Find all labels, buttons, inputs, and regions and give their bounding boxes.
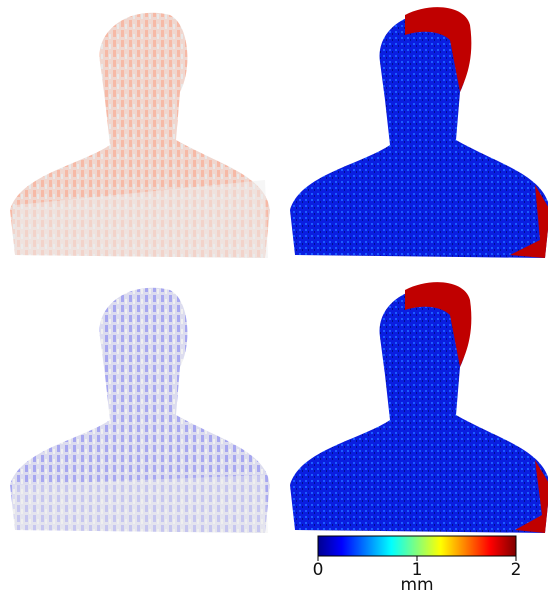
tick-label: 0: [313, 560, 324, 580]
scan-overlay-pink: [10, 13, 270, 258]
scan-overlay-violet: [10, 288, 270, 533]
scan-error-map-bottom: [290, 282, 548, 533]
tick-label: 2: [511, 560, 522, 580]
tick-label: 1: [412, 560, 423, 580]
colorbar-gradient: [318, 536, 516, 556]
scan-error-map-top: [290, 7, 548, 258]
figure: mm 012: [0, 0, 548, 593]
